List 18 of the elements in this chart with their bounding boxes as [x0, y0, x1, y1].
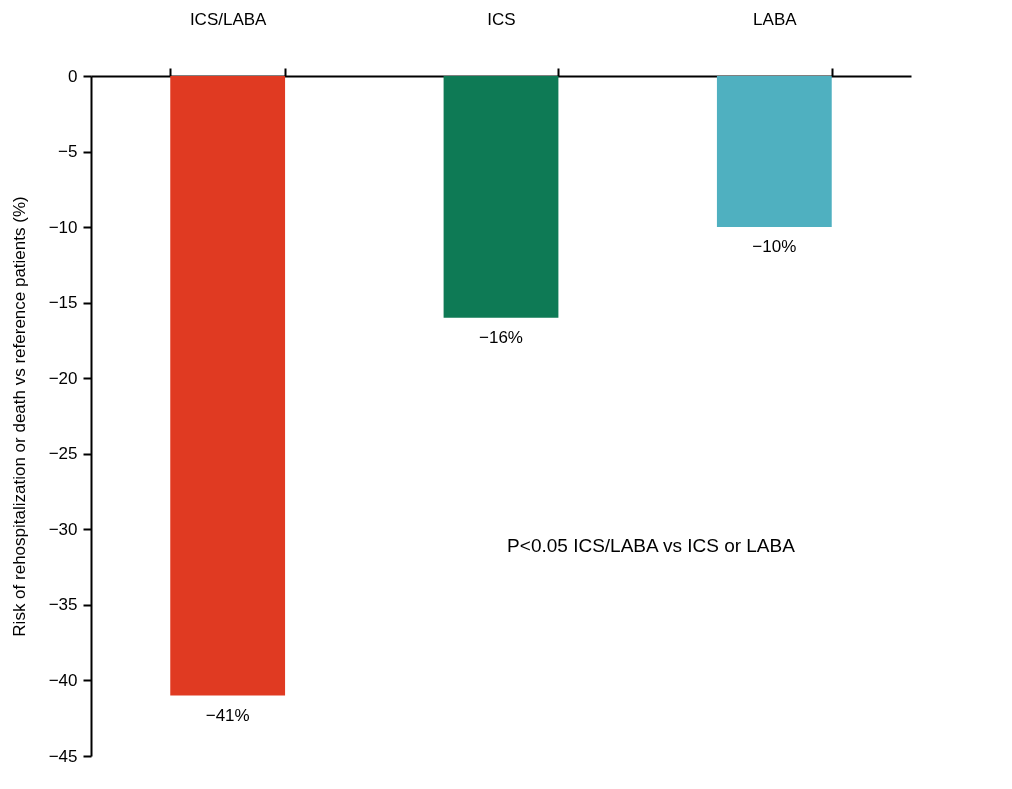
y-tick-label: −30	[48, 519, 78, 539]
y-tick-label: −5	[58, 142, 78, 162]
annotation: P<0.05 ICS/LABA vs ICS or LABA	[507, 535, 796, 556]
data-label: −16%	[479, 327, 523, 347]
x-tick-label: ICS	[487, 9, 516, 29]
y-tick-label: −25	[48, 444, 78, 464]
y-axis-title: Risk of rehospitalization or death vs reference patients (%)	[9, 196, 29, 637]
y-tick-label: −35	[48, 595, 78, 615]
x-tick-label: ICS/LABA	[189, 9, 268, 29]
data-label: −10%	[752, 237, 797, 257]
x-tick-label: LABA	[753, 9, 798, 29]
y-tick-label: −40	[48, 670, 78, 690]
y-tick-label: −15	[48, 293, 78, 313]
y-tick-label: −20	[48, 368, 78, 388]
y-tick-label: −10	[48, 217, 78, 237]
y-tick-label: 0	[68, 66, 78, 86]
y-tick-label: −45	[48, 746, 78, 766]
data-label: −41%	[205, 705, 250, 725]
